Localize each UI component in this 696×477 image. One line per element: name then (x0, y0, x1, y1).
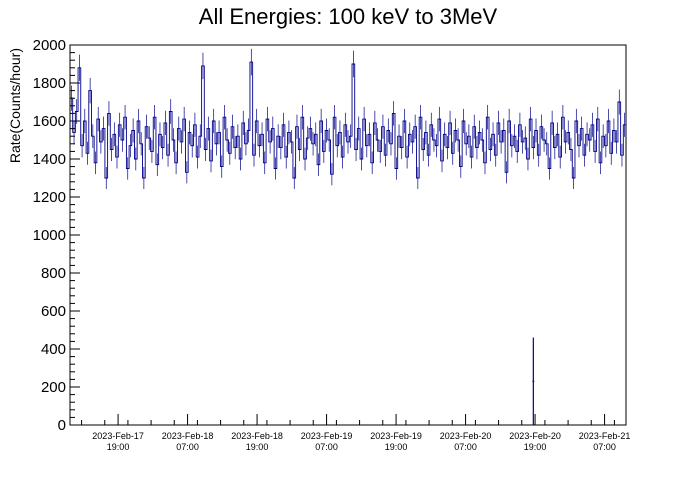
plot-frame (69, 44, 627, 426)
y-tick-label: 0 (58, 417, 66, 434)
y-axis-label: Rate(Counts/hour) (7, 48, 23, 163)
x-tick-date-label: 2023-Feb-19 (370, 431, 422, 441)
y-tick-label: 600 (41, 303, 66, 320)
x-tick-time-label: 07:00 (593, 442, 616, 452)
x-tick-date-label: 2023-Feb-20 (440, 431, 492, 441)
x-tick-time-label: 07:00 (454, 442, 477, 452)
x-tick-time-label: 19:00 (246, 442, 269, 452)
x-tick-date-label: 2023-Feb-21 (579, 431, 631, 441)
y-tick-label: 1400 (33, 151, 66, 168)
x-tick-time-label: 19:00 (107, 442, 130, 452)
plot-area (70, 48, 626, 425)
x-tick-date-label: 2023-Feb-17 (92, 431, 144, 441)
x-tick-date-label: 2023-Feb-18 (231, 431, 283, 441)
y-axis: 0 200 400 600 800 1000 1200 1400 1600 1800 2000 (33, 37, 80, 434)
x-tick-time-label: 19:00 (385, 442, 408, 452)
x-tick-date-label: 2023-Feb-19 (301, 431, 353, 441)
y-tick-label: 400 (41, 341, 66, 358)
y-tick-label: 1600 (33, 113, 66, 130)
x-tick-date-label: 2023-Feb-20 (509, 431, 561, 441)
x-tick-time-label: 19:00 (524, 442, 547, 452)
y-tick-label: 1800 (33, 75, 66, 92)
x-tick-time-label: 07:00 (176, 442, 199, 452)
y-tick-label: 2000 (33, 37, 66, 54)
x-axis: 2023-Feb-1719:002023-Feb-1807:002023-Feb… (81, 414, 631, 452)
x-tick-date-label: 2023-Feb-18 (162, 431, 214, 441)
chart-title: All Energies: 100 keV to 3MeV (199, 4, 498, 29)
x-tick-time-label: 07:00 (315, 442, 338, 452)
y-tick-label: 800 (41, 265, 66, 282)
y-tick-label: 1000 (33, 227, 66, 244)
y-tick-label: 1200 (33, 189, 66, 206)
y-tick-label: 200 (41, 379, 66, 396)
series-line (70, 61, 626, 179)
